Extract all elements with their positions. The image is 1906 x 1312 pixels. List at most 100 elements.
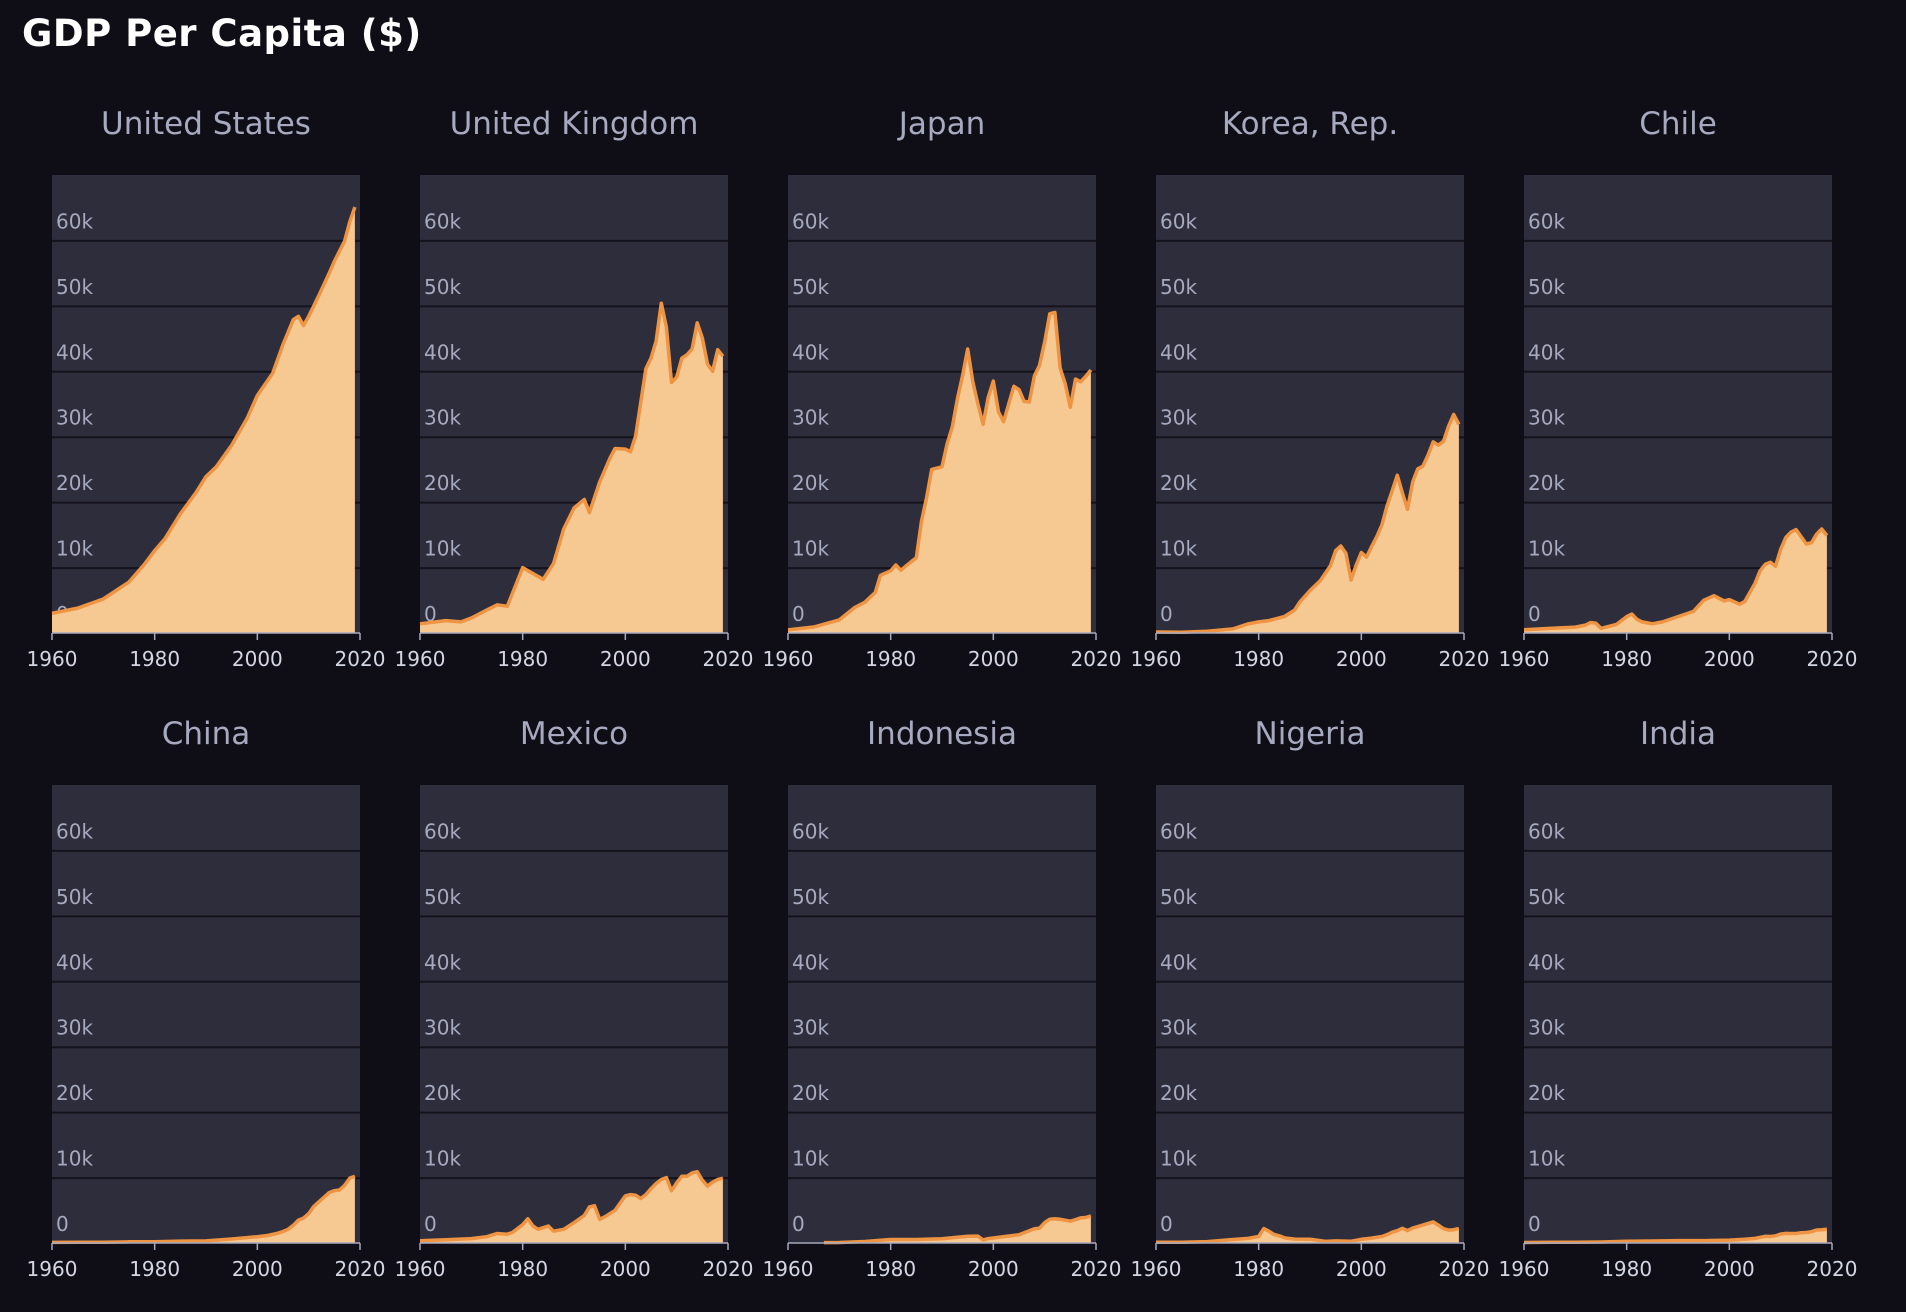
- series-line: [51, 1174, 356, 1245]
- series-line: [51, 206, 357, 616]
- y-tick-label: 30k: [792, 1016, 829, 1040]
- y-tick-label: 40k: [56, 340, 93, 364]
- series-area: [823, 1215, 1091, 1243]
- y-tick-label: 60k: [424, 819, 461, 843]
- y-tick-label: 20k: [1528, 471, 1565, 495]
- y-tick-label: 20k: [1160, 1081, 1197, 1105]
- x-tick-label: 2000: [1704, 647, 1755, 671]
- y-tick-label: 60k: [1160, 819, 1197, 843]
- x-tick-label: 1960: [763, 1257, 814, 1281]
- chart-chile: Chile 0 10k 20k 30k 40k 50k 60k 1960 1980 2000 2020: [1499, 106, 1858, 671]
- x-tick-label: 2020: [1439, 1257, 1490, 1281]
- y-tick-label: 60k: [1528, 209, 1565, 233]
- y-tick-label: 50k: [1160, 885, 1197, 909]
- y-tick-label: 60k: [56, 819, 93, 843]
- x-tick-label: 2020: [1071, 647, 1122, 671]
- y-tick-label: 30k: [56, 1016, 93, 1040]
- chart-title: Korea, Rep.: [1222, 106, 1398, 142]
- chart-title: India: [1640, 716, 1716, 752]
- series-line: [419, 1169, 724, 1243]
- chart-nigeria: Nigeria 0 10k 20k 30k 40k 50k 60k 1960 1980 2000 20…: [1131, 716, 1490, 1281]
- y-tick-label: 50k: [424, 275, 461, 299]
- y-tick-label: 50k: [1528, 885, 1565, 909]
- chart-united-states: United States010k20k30k40k50k60k19601980…: [27, 106, 386, 671]
- y-tick-label: 40k: [56, 950, 93, 974]
- y-tick-label: 40k: [1160, 950, 1197, 974]
- series-area: [420, 303, 723, 633]
- series-line: [787, 310, 1093, 632]
- x-tick-label: 1960: [395, 1257, 446, 1281]
- x-tick-label: 2000: [968, 647, 1019, 671]
- chart-title: United States: [101, 106, 311, 142]
- series-area: [1524, 529, 1827, 633]
- x-tick-label: 1960: [1499, 1257, 1550, 1281]
- chart-title: Japan: [897, 106, 985, 142]
- y-tick-label: 40k: [1528, 340, 1565, 364]
- chart-title: Chile: [1639, 106, 1717, 142]
- chart-title: Indonesia: [867, 716, 1017, 752]
- x-tick-label: 2000: [1336, 647, 1387, 671]
- y-tick-label: 0: [424, 1212, 437, 1236]
- y-tick-label: 0: [1528, 602, 1541, 626]
- y-tick-label: 50k: [424, 885, 461, 909]
- y-tick-label: 10k: [1528, 1147, 1565, 1171]
- y-tick-label: 40k: [424, 340, 461, 364]
- x-tick-label: 1980: [1601, 1257, 1652, 1281]
- y-tick-label: 0: [1528, 1212, 1541, 1236]
- y-tick-label: 60k: [56, 209, 93, 233]
- y-tick-label: 30k: [424, 1016, 461, 1040]
- x-tick-label: 1980: [1233, 1257, 1284, 1281]
- x-tick-label: 1960: [1131, 1257, 1182, 1281]
- y-tick-label: 40k: [424, 950, 461, 974]
- chart-india: India 0 10k 20k 30k 40k 50k 60k 1960 1980 2000 2020: [1499, 716, 1858, 1281]
- y-tick-label: 10k: [792, 537, 829, 561]
- x-tick-label: 1960: [27, 647, 78, 671]
- y-tick-label: 60k: [792, 209, 829, 233]
- x-tick-label: 2000: [1336, 1257, 1387, 1281]
- x-tick-label: 2000: [232, 647, 283, 671]
- series-area: [1156, 414, 1459, 633]
- x-tick-label: 1980: [1601, 647, 1652, 671]
- x-tick-label: 1960: [763, 647, 814, 671]
- x-tick-label: 2020: [335, 647, 386, 671]
- x-tick-label: 2020: [703, 1257, 754, 1281]
- x-tick-label: 1960: [1131, 647, 1182, 671]
- x-tick-label: 1980: [497, 1257, 548, 1281]
- x-tick-label: 1960: [27, 1257, 78, 1281]
- y-tick-label: 50k: [792, 275, 829, 299]
- plot-area: [1524, 785, 1832, 1243]
- chart-title: Mexico: [520, 716, 628, 752]
- x-tick-label: 2000: [1704, 1257, 1755, 1281]
- y-tick-label: 30k: [1528, 1016, 1565, 1040]
- chart-title: Nigeria: [1255, 716, 1366, 752]
- x-tick-label: 1980: [129, 647, 180, 671]
- chart-japan: Japan 0 10k 20k 30k 40k 50k 60k 1960 1980 2000 2020: [763, 106, 1122, 671]
- page-title: GDP Per Capita ($): [22, 12, 422, 55]
- plot-area: [420, 785, 728, 1243]
- series-area: [420, 1171, 723, 1243]
- chart-title: United Kingdom: [450, 106, 699, 142]
- y-tick-label: 10k: [1160, 537, 1197, 561]
- y-tick-label: 10k: [792, 1147, 829, 1171]
- chart-indonesia: Indonesia 0 10k 20k 30k 40k 50k 60k 1960 1980 2000…: [763, 716, 1122, 1281]
- y-tick-label: 20k: [1160, 471, 1197, 495]
- y-tick-label: 60k: [424, 209, 461, 233]
- x-tick-label: 2000: [968, 1257, 1019, 1281]
- series-line: [1155, 412, 1461, 635]
- x-tick-label: 1980: [1233, 647, 1284, 671]
- x-tick-label: 2020: [1071, 1257, 1122, 1281]
- x-tick-label: 2000: [232, 1257, 283, 1281]
- x-tick-label: 1980: [497, 647, 548, 671]
- series-area: [52, 207, 355, 633]
- y-tick-label: 10k: [56, 1147, 93, 1171]
- y-tick-label: 10k: [424, 537, 461, 561]
- x-tick-label: 1980: [865, 1257, 916, 1281]
- x-tick-label: 2020: [1439, 647, 1490, 671]
- x-tick-label: 2000: [600, 647, 651, 671]
- chart-china: China 0 10k 20k 30k 40k 50k 60k 1960 1980 2000 2020: [27, 716, 386, 1281]
- plot-area: [52, 785, 360, 1243]
- y-tick-label: 10k: [424, 1147, 461, 1171]
- series-line: [1523, 527, 1829, 632]
- y-tick-label: 60k: [1528, 819, 1565, 843]
